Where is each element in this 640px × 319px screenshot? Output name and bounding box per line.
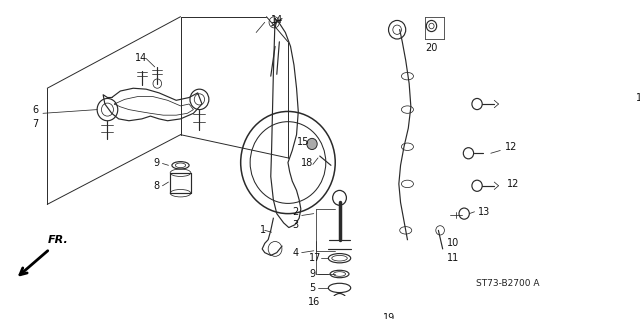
Text: 7: 7	[33, 119, 39, 129]
Text: 13: 13	[478, 207, 490, 217]
Text: 16: 16	[308, 297, 320, 307]
Text: FR.: FR.	[47, 235, 68, 245]
Text: 5: 5	[310, 283, 316, 293]
Text: 11: 11	[447, 253, 460, 263]
Circle shape	[307, 138, 317, 150]
Text: 20: 20	[426, 43, 438, 53]
Text: 14: 14	[271, 15, 283, 26]
Text: 12: 12	[507, 179, 520, 189]
Text: 12: 12	[636, 93, 640, 102]
Text: 17: 17	[310, 253, 322, 263]
Text: 1: 1	[260, 225, 267, 235]
Text: 4: 4	[292, 248, 298, 258]
Text: ST73-B2700 A: ST73-B2700 A	[476, 279, 540, 288]
Text: 9: 9	[153, 159, 159, 168]
Text: 14: 14	[135, 53, 147, 63]
Text: 8: 8	[153, 181, 159, 191]
Text: 19: 19	[383, 313, 395, 319]
Text: 9: 9	[310, 269, 316, 279]
Text: 15: 15	[296, 137, 309, 147]
Text: 2: 2	[292, 207, 298, 217]
Text: 12: 12	[506, 142, 518, 152]
Text: 3: 3	[292, 220, 298, 230]
Text: 18: 18	[301, 158, 313, 167]
Text: 10: 10	[447, 238, 460, 249]
Text: 6: 6	[33, 105, 39, 115]
